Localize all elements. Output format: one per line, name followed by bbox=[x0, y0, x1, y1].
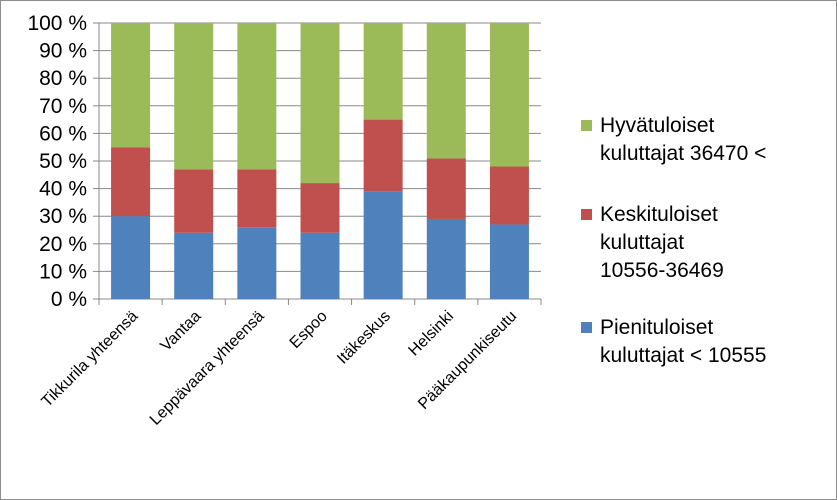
bar-segment-3-2 bbox=[174, 23, 214, 170]
bar-segment-1-5 bbox=[363, 191, 403, 299]
bars bbox=[111, 23, 529, 299]
legend-label: Hyvätuloiset bbox=[600, 114, 715, 137]
legend-label: Pienituloiset bbox=[600, 316, 713, 339]
legend-label: kuluttajat bbox=[600, 231, 684, 254]
y-tick-label: 20 % bbox=[39, 233, 87, 256]
bar-segment-3-7 bbox=[489, 23, 529, 167]
bar-segment-2-5 bbox=[363, 119, 403, 192]
legend-label: kuluttajat < 10555 bbox=[600, 344, 766, 367]
legend-swatch bbox=[581, 209, 592, 220]
x-tick-label: Itäkeskus bbox=[334, 308, 394, 368]
y-tick-label: 40 % bbox=[39, 178, 87, 201]
legend-label: 10556-36469 bbox=[600, 259, 724, 282]
bar-segment-3-6 bbox=[426, 23, 466, 159]
legend-label: Keskituloiset bbox=[600, 203, 718, 226]
bar-segment-3-3 bbox=[237, 23, 277, 170]
bar-segment-2-7 bbox=[489, 166, 529, 225]
legend-label: kuluttajat 36470 < bbox=[600, 142, 766, 165]
y-tick-labels: 0 % 10 % 20 % 30 % 40 % 50 % 60 % 70 % 80 % 90 % 1… bbox=[27, 12, 87, 311]
bar-segment-3-5 bbox=[363, 23, 403, 120]
legend: Hyvätuloiset kuluttajat 36470 < Keskituloi… bbox=[581, 114, 766, 367]
bar-segment-1-7 bbox=[489, 224, 529, 299]
y-tick-label: 90 % bbox=[39, 40, 87, 63]
y-tick-label: 60 % bbox=[39, 122, 87, 145]
y-tick-label: 0 % bbox=[51, 288, 87, 311]
bar-segment-1-2 bbox=[174, 232, 214, 299]
legend-swatch bbox=[581, 322, 592, 333]
axes bbox=[93, 22, 542, 305]
bar-segment-1-4 bbox=[300, 232, 340, 299]
bar-segment-1-6 bbox=[426, 218, 466, 299]
y-tick-label: 70 % bbox=[39, 95, 87, 118]
bar-segment-2-2 bbox=[174, 169, 214, 233]
bar-segment-2-1 bbox=[111, 147, 151, 217]
bar-segment-1-1 bbox=[111, 216, 151, 299]
x-tick-label: Espoo bbox=[287, 308, 331, 352]
x-tick-label: Vantaa bbox=[157, 308, 204, 355]
x-tick-label: Helsinki bbox=[405, 308, 457, 360]
bar-segment-1-3 bbox=[237, 227, 277, 299]
y-tick-label: 10 % bbox=[39, 260, 87, 283]
legend-swatch bbox=[581, 120, 592, 131]
bar-segment-2-4 bbox=[300, 183, 340, 233]
x-tick-label: Leppävaara yhteensä bbox=[147, 308, 268, 429]
bar-segment-3-1 bbox=[111, 23, 151, 148]
bar-segment-3-4 bbox=[300, 23, 340, 184]
bar-segment-2-3 bbox=[237, 169, 277, 228]
x-tick-label: Tikkurila yhteensä bbox=[39, 308, 142, 411]
y-tick-label: 100 % bbox=[27, 12, 87, 35]
bar-segment-2-6 bbox=[426, 158, 466, 219]
y-tick-label: 80 % bbox=[39, 67, 87, 90]
y-tick-label: 30 % bbox=[39, 205, 87, 228]
y-tick-label: 50 % bbox=[39, 150, 87, 173]
